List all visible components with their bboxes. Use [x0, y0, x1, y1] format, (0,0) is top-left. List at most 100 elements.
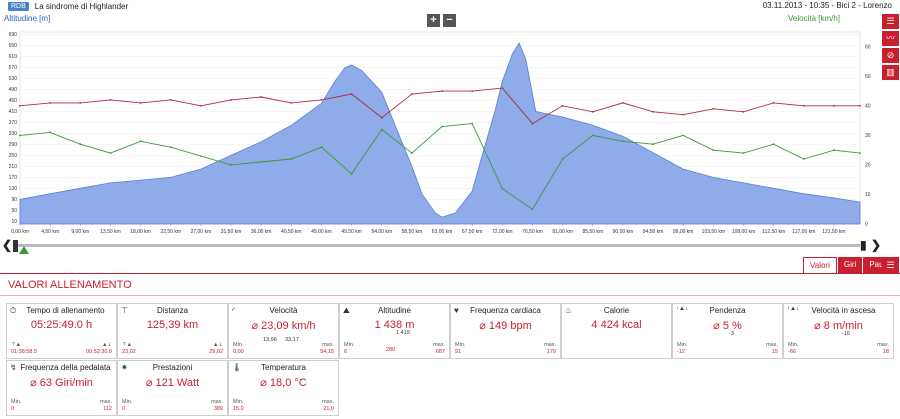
y-left-tick-label: 650 [9, 43, 18, 49]
arrow-up-icon: ⇡▲ [11, 342, 22, 348]
y-left-tick-label: 610 [9, 54, 18, 60]
right-axis-label[interactable]: Velocità [km/h] [788, 14, 841, 23]
x-tick-label: 45,00 km [311, 229, 332, 235]
x-tick-label: 99,00 km [673, 229, 694, 235]
flame-icon: ♨ [565, 306, 573, 315]
x-tick-label: 108,00 km [732, 229, 755, 235]
speed-series [19, 122, 861, 211]
speed-line-point [772, 143, 775, 146]
heart-rate-line-point [79, 102, 82, 104]
heart-rate-line-point [411, 93, 413, 95]
x-tick-label: 94,50 km [643, 229, 664, 235]
tab-giri[interactable]: Giri [837, 257, 863, 273]
x-tick-label: 117,00 km [792, 229, 815, 235]
tile-speed: ◜ Velocità ⌀ 23,09 km/h 13,96 33,17 Min.… [228, 303, 339, 359]
y-right-tick-label: 10 [865, 192, 871, 198]
slider-left-arrow-icon[interactable]: ❮ [2, 238, 13, 252]
tile-slope: ↑▲↓ Pendenza ⌀ 5 % -3 Min. max. -12 15 [672, 303, 783, 359]
heart-rate-line-point [441, 90, 443, 92]
y-right-tick-label: 20 [865, 162, 871, 168]
y-left-tick-label: 410 [9, 109, 18, 115]
slider-right-handle[interactable]: ▮ [860, 238, 867, 252]
speed-line-point [471, 122, 474, 125]
rdb-badge[interactable]: RDB [8, 1, 29, 11]
x-tick-label: 31,50 km [221, 229, 242, 235]
heart-rate-line-point [230, 99, 232, 101]
speed-line-point [380, 128, 383, 131]
x-tick-label: 4,50 km [41, 229, 59, 235]
heart-rate-line-point [561, 104, 564, 107]
heart-rate-line-point [380, 116, 383, 119]
y-left-tick-label: 170 [9, 175, 18, 181]
x-tick-label: 112,50 km [762, 229, 785, 235]
heart-rate-line-point [290, 102, 293, 104]
tabs-divider [0, 273, 900, 274]
tab-valori[interactable]: Valori [803, 257, 837, 274]
speed-line-point [712, 149, 715, 152]
speed-line-point [260, 161, 263, 163]
heart-rate-line-point [169, 99, 172, 101]
altitude-mid: 280 [386, 347, 396, 353]
tile-distance: ⊤ Distanza 125,39 km ⇡▲ ▲⇣ 23,02 29,02 [117, 303, 228, 359]
altitude-area [19, 42, 861, 225]
tile-altitude: ⛰ Altitudine 1 438 m 1 419 280 Min. max.… [339, 303, 450, 359]
list-view-icon-2[interactable]: ☰ [882, 257, 899, 273]
tile-climb-speed: ↑▲↓ Velocità in ascesa ⌀ 8 m/min -16 Min… [783, 303, 894, 359]
x-tick-label: 49,50 km [341, 229, 362, 235]
no-filter-icon[interactable]: ⊘ [882, 48, 899, 63]
mountain-icon: ⛰ [343, 306, 350, 315]
y-right-tick-label: 0 [865, 222, 868, 228]
x-tick-label: 40,50 km [281, 229, 302, 235]
speed-line-point [49, 131, 51, 134]
power-icon: ✷ [121, 363, 128, 372]
clock-icon: ⏱ [10, 306, 17, 315]
tile-heart-rate: ♥ Frequenza cardiaca ⌀ 149 bpm Min. max.… [450, 303, 561, 359]
y-left-tick-label: 130 [9, 186, 18, 192]
heart-rate-line-point [591, 110, 594, 113]
speed-sub-high: 33,17 [285, 337, 299, 343]
workout-chart[interactable]: 690 650 610 570 530 490 450 410 370 330 290 250 210 1… [0, 0, 900, 240]
line-chart-icon[interactable]: 〰 [882, 31, 899, 46]
heart-rate-line-point [652, 110, 654, 113]
x-tick-label: 13,50 km [100, 229, 121, 235]
altitude-descent: 1 419 [396, 330, 410, 336]
section-divider [0, 295, 900, 296]
left-axis-label[interactable]: Altitudine [m] [4, 14, 51, 23]
speed-line-point [441, 125, 443, 128]
x-tick-label: 58,50 km [402, 229, 423, 235]
x-tick-label: 18,00 km [130, 229, 151, 235]
zoom-out-button[interactable]: − [443, 14, 456, 27]
slider-right-arrow-icon[interactable]: ❯ [871, 238, 882, 252]
bar-chart-icon[interactable]: ▥ [882, 65, 899, 80]
speed-line-point [622, 140, 624, 143]
heart-rate-line-point [109, 99, 112, 101]
y-left-tick-label: 330 [9, 131, 18, 137]
list-view-icon[interactable]: ☰ [882, 14, 899, 29]
speed-line-point [501, 187, 504, 190]
heart-rate-line-point [742, 110, 745, 113]
climb-speed-icon: ↑▲↓ [787, 306, 799, 312]
speedometer-icon: ◜ [232, 306, 236, 315]
speed-line-point [682, 134, 685, 137]
slope-icon: ↑▲↓ [676, 306, 688, 312]
x-tick-label: 85,50 km [582, 229, 603, 235]
heart-rate-line-point [712, 107, 715, 110]
heart-rate-line-point [531, 122, 534, 125]
zoom-in-button[interactable]: + [427, 14, 440, 27]
tile-temperature: 🌡 Temperatura ⌀ 18,0 °C Min. max. 15,0 2… [228, 360, 339, 416]
range-slider[interactable]: ❮ ▮ ❯ [0, 238, 900, 254]
x-tick-label: 67,50 km [462, 229, 483, 235]
pedal-icon: ↯ [10, 363, 17, 372]
x-tick-label: 63,00 km [432, 229, 453, 235]
y-left-tick-label: 570 [9, 65, 18, 71]
y-left-tick-label: 690 [9, 32, 18, 38]
speed-line-point [802, 158, 805, 160]
x-tick-label: 22,50 km [160, 229, 181, 235]
y-left-tick-label: 530 [9, 76, 18, 82]
tile-cadence: ↯ Frequenza della pedalata ⌀ 63 Giri/min… [6, 360, 117, 416]
y-left-tick-label: 250 [9, 153, 18, 159]
x-tick-label: 121,50 km [822, 229, 845, 235]
tile-calories: ♨ Calorie 4 424 kcal [561, 303, 672, 359]
y-left-tick-label: 210 [9, 164, 18, 170]
speed-line-point [169, 146, 172, 149]
